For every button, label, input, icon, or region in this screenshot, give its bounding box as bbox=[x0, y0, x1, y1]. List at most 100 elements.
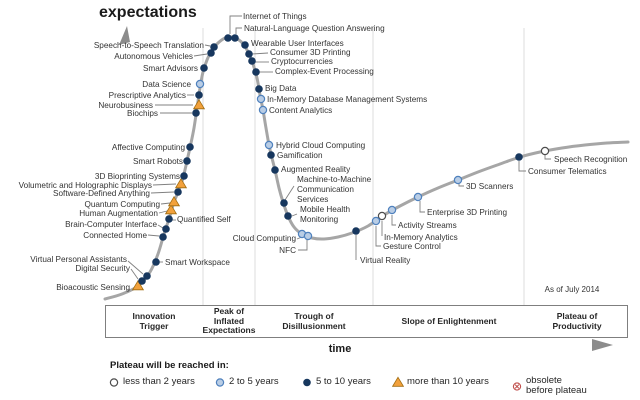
leader-line bbox=[544, 155, 551, 160]
point-label: Content Analytics bbox=[269, 106, 332, 115]
point-label: Volumetric and Holographic Displays bbox=[19, 181, 152, 190]
point-label: Smart Robots bbox=[133, 157, 183, 166]
legend-marker-icon bbox=[303, 378, 311, 387]
leader-line bbox=[235, 27, 242, 34]
leader-line bbox=[150, 191, 175, 194]
leader-line bbox=[251, 52, 269, 55]
phase-label: Peak of Inflated Expectations bbox=[203, 305, 256, 338]
leader-line bbox=[158, 210, 168, 214]
leader-line bbox=[291, 213, 298, 217]
point-marker bbox=[131, 280, 145, 291]
point-marker bbox=[174, 188, 182, 196]
legend-item-2to5: 2 to 5 years bbox=[214, 376, 279, 388]
point-label: Neurobusiness bbox=[98, 101, 153, 110]
point-marker bbox=[152, 258, 160, 266]
leader-line bbox=[147, 234, 160, 237]
as-of-date: As of July 2014 bbox=[544, 285, 600, 294]
leader-line bbox=[152, 183, 177, 186]
point-marker bbox=[164, 204, 178, 215]
legend-marker-icon bbox=[215, 378, 225, 387]
point-label: Cryptocurrencies bbox=[271, 57, 333, 66]
legend-marker-icon bbox=[109, 378, 119, 387]
point-label: 3D Bioprinting Systems bbox=[95, 172, 180, 181]
point-marker bbox=[387, 205, 397, 215]
point-label: Consumer Telematics bbox=[528, 167, 607, 176]
point-label: Natural-Language Question Answering bbox=[244, 24, 385, 33]
point-marker bbox=[241, 41, 249, 49]
point-marker bbox=[256, 94, 266, 104]
point-label: Big Data bbox=[265, 84, 297, 93]
leader-line bbox=[458, 184, 464, 187]
legend-item-label: less than 2 years bbox=[123, 376, 195, 388]
point-marker bbox=[143, 272, 151, 280]
point-marker bbox=[258, 105, 268, 115]
point-marker bbox=[231, 34, 239, 42]
point-marker bbox=[245, 50, 253, 58]
phase-label-line: Expectations bbox=[202, 325, 256, 336]
point-marker bbox=[540, 146, 550, 156]
x-axis-label: time bbox=[328, 343, 352, 355]
leader-line bbox=[193, 53, 208, 57]
leader-line bbox=[298, 240, 308, 251]
point-marker bbox=[224, 34, 232, 42]
legend-item-gt10: more than 10 years bbox=[392, 376, 489, 388]
phase-band bbox=[105, 305, 628, 338]
point-marker bbox=[271, 166, 279, 174]
point-label: Gesture Control bbox=[383, 242, 441, 251]
point-marker bbox=[207, 49, 215, 57]
y-axis-arrow-icon bbox=[119, 26, 130, 45]
legend-item-label: 5 to 10 years bbox=[316, 376, 371, 388]
point-label: Wearable User Interfaces bbox=[251, 39, 344, 48]
point-label: Prescriptive Analytics bbox=[109, 91, 186, 100]
point-label: Enterprise 3D Printing bbox=[427, 208, 508, 217]
point-label: Internet of Things bbox=[243, 12, 307, 21]
point-marker bbox=[186, 143, 194, 151]
point-marker bbox=[392, 376, 404, 387]
point-marker bbox=[165, 215, 173, 223]
x-axis-arrow-icon bbox=[592, 339, 613, 351]
phase-label: Plateau of Productivity bbox=[552, 305, 601, 338]
legend-item-obsolete: obsolete before plateau bbox=[511, 376, 587, 395]
phase-label: Innovation Trigger bbox=[133, 305, 176, 338]
leader-line bbox=[229, 15, 242, 34]
point-label: Virtual Personal Assistants bbox=[30, 255, 127, 264]
point-label: Digital Security bbox=[75, 264, 131, 273]
leader-line bbox=[419, 201, 425, 213]
point-label: In-Memory Database Management Systems bbox=[267, 95, 427, 104]
leader-line bbox=[284, 185, 295, 201]
point-marker bbox=[174, 178, 188, 189]
phase-label-line: Productivity bbox=[552, 320, 602, 331]
point-marker bbox=[284, 212, 292, 220]
legend-item-label: obsolete before plateau bbox=[526, 375, 587, 396]
point-marker bbox=[200, 64, 208, 72]
point-label: NFC bbox=[279, 246, 296, 255]
point-label: Hybrid Cloud Computing bbox=[276, 141, 366, 150]
point-marker bbox=[252, 68, 260, 76]
legend-marker-icon bbox=[512, 381, 522, 391]
phase-label-line: Plateau of bbox=[556, 311, 598, 321]
point-label: Machine-to-Machine Communication Services bbox=[297, 175, 372, 204]
point-label: Consumer 3D Printing bbox=[270, 48, 351, 57]
leader-line bbox=[518, 161, 526, 172]
point-marker bbox=[413, 192, 423, 202]
phase-label-line: Disillusionment bbox=[282, 320, 346, 331]
phase-label-line: Trigger bbox=[139, 320, 169, 331]
point-label: Activity Streams bbox=[398, 221, 457, 230]
legend-item-label: more than 10 years bbox=[407, 376, 489, 388]
point-label: Connected Home bbox=[83, 231, 147, 240]
legend-marker-icon bbox=[392, 376, 404, 387]
point-marker bbox=[267, 151, 275, 159]
leader-line bbox=[204, 44, 211, 47]
phase-label: Trough of Disillusionment bbox=[282, 305, 345, 338]
point-marker bbox=[192, 109, 200, 117]
point-label: Bioacoustic Sensing bbox=[56, 283, 130, 292]
point-label: Quantum Computing bbox=[84, 200, 160, 209]
point-marker bbox=[248, 57, 256, 65]
point-marker bbox=[453, 175, 463, 185]
point-marker bbox=[371, 216, 381, 226]
point-marker bbox=[195, 91, 203, 99]
phase-label-line: Peak of bbox=[213, 306, 245, 317]
point-label: Data Science bbox=[142, 80, 191, 89]
point-marker bbox=[515, 153, 523, 161]
